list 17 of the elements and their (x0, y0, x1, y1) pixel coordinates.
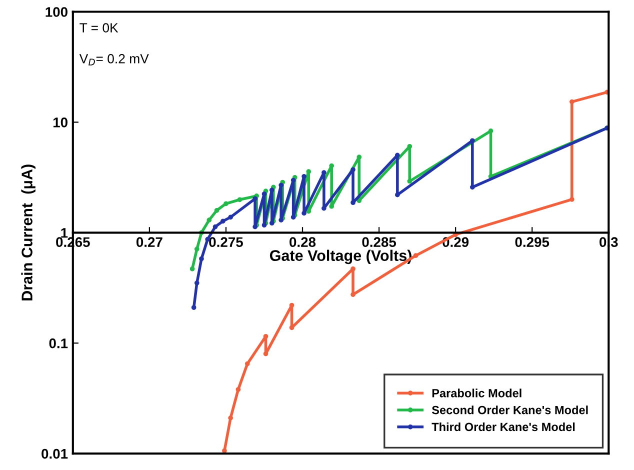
x-tick-label: 0.285 (362, 237, 396, 248)
legend-label: Parabolic Model (432, 388, 522, 398)
x-tick-label: 0.275 (209, 237, 243, 248)
y-tick-label: 1 (61, 228, 68, 238)
x-axis-title: Gate Voltage (Volts) (270, 250, 412, 264)
y-tick-label: 0.01 (42, 448, 68, 459)
x-tick-label: 0.27 (136, 237, 162, 248)
y-tick-label: 10 (53, 118, 68, 128)
legend-label: Second Order Kane's Model (432, 406, 588, 414)
legend-label: Third Order Kane's Model (432, 422, 575, 432)
y-axis-title: Drain Current (μA) (21, 164, 36, 300)
y-tick-label: 100 (46, 7, 68, 17)
annotation: V$_{D}$= 0.2 mV (79, 54, 149, 66)
x-tick-label: 0.28 (290, 237, 316, 248)
x-tick-label: 0.295 (515, 237, 550, 248)
annotation: T = 0K (80, 23, 118, 32)
y-tick-label: 0.1 (49, 338, 68, 348)
